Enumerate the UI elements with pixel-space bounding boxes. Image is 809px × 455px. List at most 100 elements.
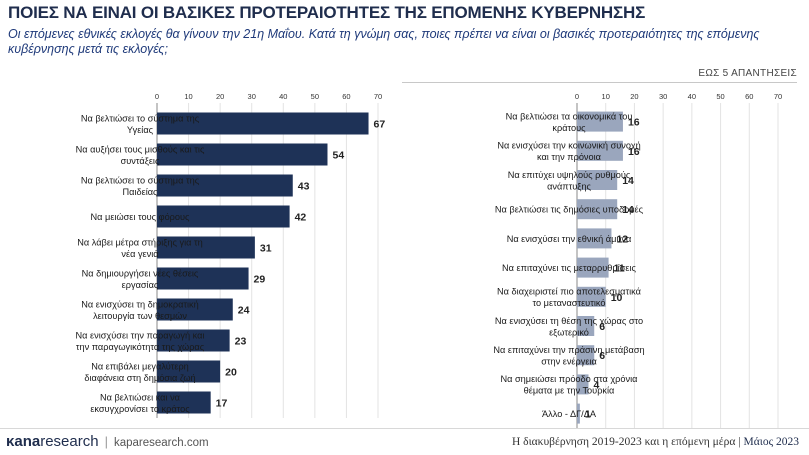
page-title: ΠΟΙΕΣ ΝΑ ΕΙΝΑΙ ΟΙ ΒΑΣΙΚΕΣ ΠΡΟΤΕΡΑΙΟΤΗΤΕΣ… — [8, 3, 646, 22]
note-divider — [402, 82, 797, 83]
left-category-label-line: συντάξεις — [121, 156, 160, 166]
left-data-label: 42 — [295, 212, 307, 224]
logo-main: κana — [6, 433, 41, 450]
right-data-label: 16 — [628, 146, 640, 158]
right-tick-label: 40 — [688, 92, 696, 101]
right-data-label: 16 — [628, 117, 640, 129]
right-category-label: Να ενισχύσει τη θέση της χώρας στο εξωτερ… — [495, 316, 643, 338]
left-tick-label: 30 — [248, 92, 256, 101]
left-category-label: Να δημιουργήσει νέες θέσεις εργασίας — [82, 268, 199, 290]
left-tick-label: 60 — [342, 92, 350, 101]
right-data-label: 10 — [611, 292, 623, 304]
page-subtitle: Οι επόμενες εθνικές εκλογές θα γίνουν τη… — [8, 27, 760, 56]
right-bar — [577, 111, 623, 132]
left-category-label-line: Υγείας — [127, 125, 154, 135]
right-category-label-line: εξωτερικό — [549, 327, 589, 337]
left-category-label-line: Να αυξήσει τους μισθούς και τις — [76, 144, 205, 154]
left-category-label-line: Να μειώσει τους φόρους — [91, 212, 191, 222]
left-category-label-line: Να λάβει μέτρα στήριξης για τη — [77, 237, 202, 247]
right-category-label-line: το μεταναστευτικό — [533, 298, 606, 308]
left-category-label-line: Να επιβάλει μεγαλύτερη — [91, 361, 189, 371]
left-category-label: Να βελτιώσει και να εκσυγχρονίσει το κράτ… — [90, 392, 190, 414]
right-data-label: 11 — [614, 263, 625, 275]
footer-caption-text: Η διακυβέρνηση 2019-2023 και η επόμενη μ… — [511, 436, 741, 448]
right-category-label: Να ενισχύσει την εθνική άμυνα — [507, 234, 632, 244]
right-category-label-line: Να βελτιώσει τα οικονομικά του — [506, 111, 633, 121]
left-category-label-line: Να βελτιώσει και να — [100, 392, 181, 402]
left-category-label-line: Να βελτιώσει το σύστημα της — [81, 113, 200, 123]
right-category-label: Να επιταχύνει τις μεταρρυθμίσεις — [502, 263, 636, 273]
left-tick-label: 50 — [311, 92, 319, 101]
right-data-label: 6 — [599, 350, 605, 362]
right-data-label: 4 — [593, 379, 599, 391]
right-tick-label: 10 — [602, 92, 610, 101]
logo-rest: research — [40, 433, 99, 450]
right-bar — [577, 345, 595, 366]
left-category-label: Να βελτιώσει το σύστημα της Παιδείας — [81, 175, 200, 197]
right-category-label-line: Να ενισχύσει τη θέση της χώρας στο — [495, 316, 643, 326]
left-tick-label: 70 — [374, 92, 382, 101]
right-category-label-line: Να ενισχύσει την εθνική άμυνα — [507, 234, 632, 244]
right-category-label: Να σημειώσει πρόοδο στα χρόνια θέματα με … — [501, 374, 639, 396]
right-bar — [577, 316, 595, 336]
right-bar — [577, 257, 609, 278]
left-data-label: 54 — [332, 150, 344, 162]
left-category-label-line: διαφάνεια στη δημόσια ζωή — [84, 373, 195, 383]
left-category-label-line: την παραγωγικότητα της χώρας — [76, 342, 205, 352]
left-category-label: Να ενισχύσει τη δημοκρατική λειτουργία τω… — [81, 299, 199, 321]
right-category-label-line: Να βελτιώσει τις δημόσιες υποδομές — [495, 205, 644, 215]
left-data-label: 43 — [298, 181, 310, 193]
right-category-label-line: Να ενισχύσει την κοινωνική συνοχή — [497, 141, 640, 151]
right-category-label: Να διαχειριστεί πιο αποτελεσματικά το μετ… — [497, 287, 642, 309]
left-data-label: 31 — [260, 243, 272, 255]
left-category-label-line: Να βελτιώσει το σύστημα της — [81, 175, 200, 185]
right-category-label: Άλλο - ΔΓ/ΔΑ — [542, 409, 597, 419]
left-category-label-line: Να ενισχύσει την παραγωγή και — [76, 330, 205, 340]
right-category-label-line: θέματα με την Τουρκία — [524, 386, 615, 396]
right-data-label: 14 — [622, 204, 634, 216]
left-data-label: 20 — [225, 367, 237, 379]
left-tick-label: 0 — [155, 92, 159, 101]
left-bar — [157, 298, 233, 321]
left-bar — [157, 205, 290, 228]
left-category-label-line: νέα γενιά — [121, 249, 159, 259]
left-category-label-line: Να δημιουργήσει νέες θέσεις — [82, 268, 199, 278]
logo-separator: | — [104, 434, 108, 449]
left-bar — [157, 360, 221, 383]
left-data-label: 29 — [254, 274, 266, 286]
right-category-label-line: και την πρόνοια — [537, 152, 602, 162]
left-bar — [157, 236, 255, 259]
right-category-label-line: Άλλο - ΔΓ/ΔΑ — [542, 409, 597, 419]
right-tick-label: 60 — [745, 92, 753, 101]
right-category-label-line: ανάπτυξης — [547, 181, 591, 191]
right-tick-label: 20 — [630, 92, 638, 101]
right-category-label-line: Να επιταχύνει τις μεταρρυθμίσεις — [502, 263, 636, 273]
left-category-label: Να λάβει μέτρα στήριξης για τη νέα γενιά — [77, 237, 202, 259]
left-tick-label: 40 — [279, 92, 287, 101]
left-bar — [157, 174, 293, 197]
right-category-label: Να βελτιώσει τις δημόσιες υποδομές — [495, 205, 644, 215]
left-data-label: 24 — [238, 305, 250, 317]
right-bar — [577, 140, 623, 161]
left-data-label: 67 — [374, 119, 386, 131]
right-data-label: 1 — [585, 409, 591, 421]
left-category-label: Να μειώσει τους φόρους — [91, 212, 191, 222]
left-category-label: Να επιβάλει μεγαλύτερη διαφάνεια στη δημό… — [84, 361, 195, 383]
answers-note: ΕΩΣ 5 ΑΠΑΝΤΗΣΕΙΣ — [698, 68, 797, 79]
footer-caption: Η διακυβέρνηση 2019-2023 και η επόμενη μ… — [512, 436, 799, 448]
left-category-label: Να βελτιώσει το σύστημα της Υγείας — [81, 113, 200, 135]
right-tick-label: 30 — [659, 92, 667, 101]
left-category-label: Να ενισχύσει την παραγωγή και την παραγωγ… — [76, 330, 205, 352]
right-category-label-line: κράτους — [552, 123, 586, 133]
right-bar — [577, 170, 618, 190]
right-tick-label: 0 — [575, 92, 579, 101]
right-category-label-line: Να διαχειριστεί πιο αποτελεσματικά — [497, 287, 642, 297]
left-bar — [157, 391, 211, 414]
right-bar — [577, 228, 612, 249]
left-data-label: 23 — [235, 336, 247, 348]
right-category-label: Να ενισχύσει την κοινωνική συνοχή και την… — [497, 141, 640, 163]
left-data-label: 17 — [216, 398, 228, 410]
right-category-label-line: στην ενέργεια — [541, 356, 597, 366]
left-bar — [157, 143, 328, 166]
